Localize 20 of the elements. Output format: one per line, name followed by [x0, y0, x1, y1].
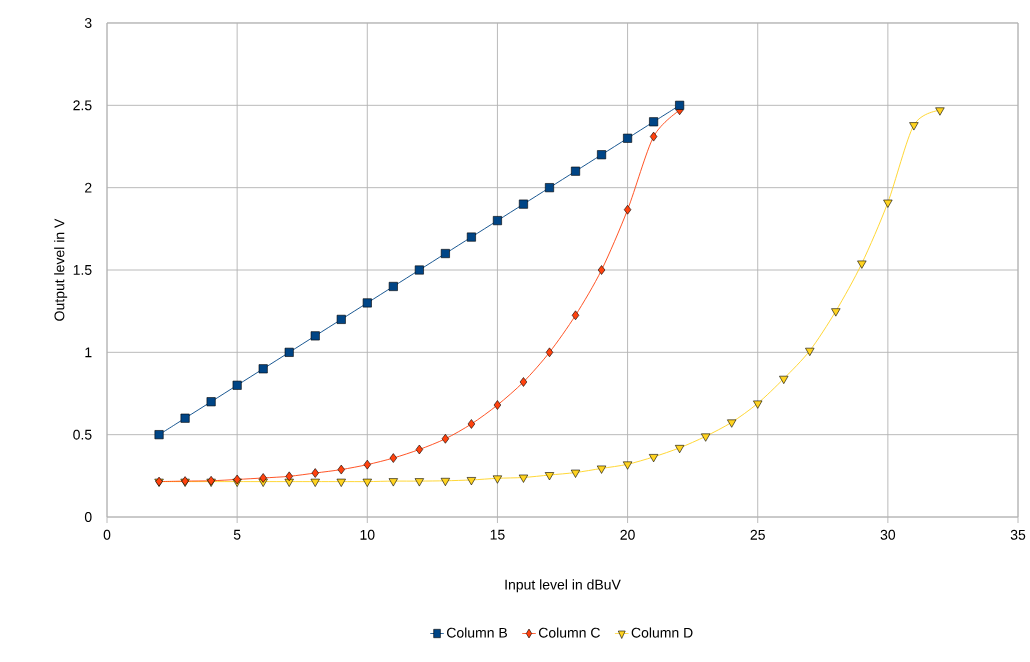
- legend-label: Column B: [447, 627, 507, 638]
- y-tick-label: 2: [85, 182, 92, 193]
- x-tick-label: 10: [360, 529, 375, 540]
- legend-label: Column C: [538, 627, 600, 638]
- x-tick-label: 25: [750, 529, 765, 540]
- x-tick-label: 5: [233, 529, 241, 540]
- x-axis-title: Input level in dBuV: [505, 579, 621, 593]
- y-tick-label: 0: [84, 512, 92, 522]
- y-tick-label: 2.5: [73, 100, 92, 111]
- x-tick-label: 30: [880, 529, 896, 540]
- y-tick-label: 3: [84, 18, 92, 28]
- y-tick-label: 1: [85, 347, 92, 358]
- x-tick-label: 20: [620, 529, 635, 540]
- y-tick-label: 1.5: [73, 265, 92, 275]
- x-tick-label: 35: [1010, 529, 1026, 540]
- y-tick-label: 0.5: [73, 429, 92, 440]
- x-tick-label: 15: [490, 529, 505, 540]
- legend-label: Column D: [631, 627, 693, 638]
- y-axis-title: Output level in V: [54, 218, 68, 321]
- x-tick-label: 0: [103, 529, 111, 540]
